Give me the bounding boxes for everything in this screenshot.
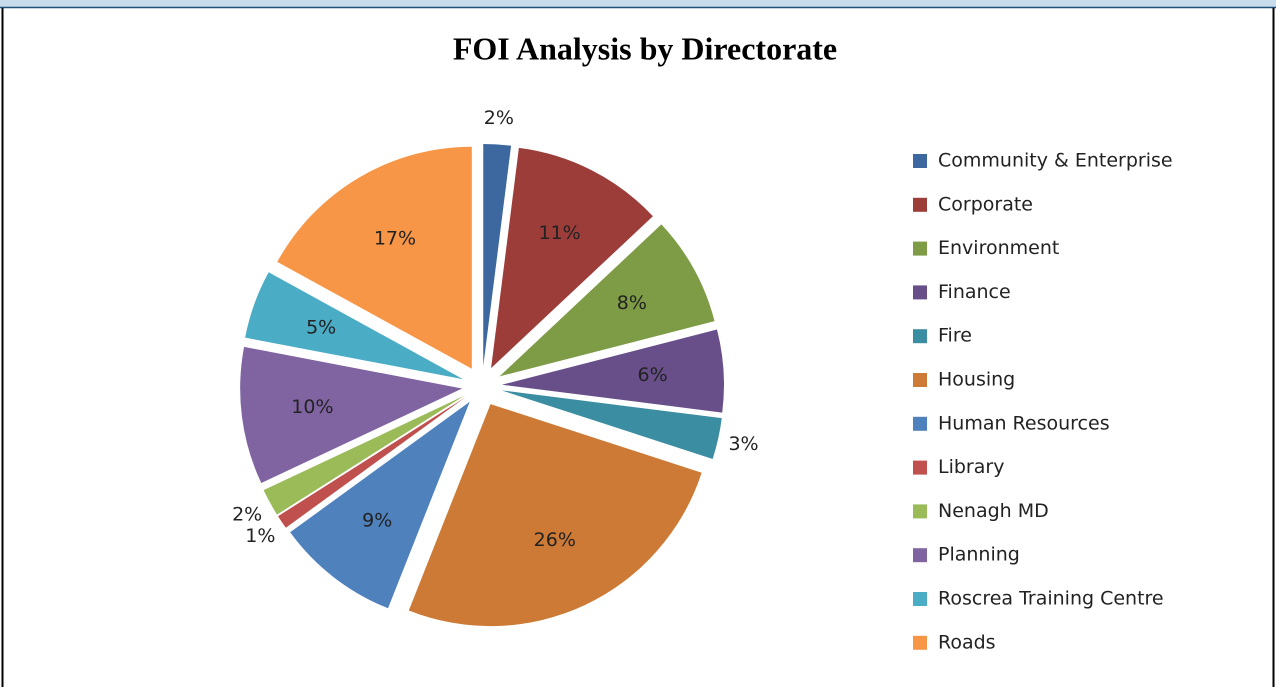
data-label: 11% <box>538 222 580 244</box>
legend-swatch <box>913 416 927 431</box>
legend-swatch <box>913 592 927 606</box>
legend-label: Fire <box>938 325 972 347</box>
pie-slice <box>290 401 470 609</box>
pie-slice <box>245 272 464 380</box>
legend-label: Community & Enterprise <box>938 150 1173 172</box>
data-label: 8% <box>617 292 647 314</box>
legend-swatch <box>913 154 927 168</box>
legend-label: Finance <box>938 281 1011 303</box>
pie-slice <box>501 390 722 459</box>
legend-swatch <box>913 241 927 256</box>
legend-swatch <box>913 285 927 300</box>
data-label: 6% <box>638 364 668 386</box>
top-band <box>0 0 1276 7</box>
data-label: 1% <box>245 525 275 547</box>
pie-slice <box>408 404 702 627</box>
legend-swatch <box>913 548 927 563</box>
legend-label: Environment <box>938 237 1059 259</box>
legend-label: Roscrea Training Centre <box>938 588 1164 610</box>
pie-slice <box>277 146 472 369</box>
data-label: 2% <box>484 107 514 129</box>
pie-slice <box>499 224 715 377</box>
data-label: 2% <box>232 504 262 526</box>
legend-swatch <box>913 460 927 475</box>
legend-label: Library <box>938 456 1004 478</box>
data-label: 9% <box>362 510 392 532</box>
data-label: 3% <box>728 433 758 455</box>
pie-slice <box>240 346 463 484</box>
pie-slice <box>491 147 653 369</box>
data-label: 10% <box>291 396 333 418</box>
legend-swatch <box>913 329 927 344</box>
legend-swatch <box>913 197 927 212</box>
pie-slice <box>263 395 465 515</box>
legend-swatch <box>913 635 927 650</box>
legend-label: Planning <box>938 544 1020 566</box>
data-label: 5% <box>306 317 336 339</box>
legend-swatch <box>913 373 927 387</box>
legend-label: Nenagh MD <box>938 500 1049 522</box>
pie-slice <box>278 397 466 528</box>
data-label: 26% <box>534 529 576 551</box>
legend-swatch <box>913 504 927 519</box>
legend-label: Roads <box>938 631 996 653</box>
legend-label: Human Resources <box>938 412 1110 434</box>
data-label: 17% <box>374 227 416 249</box>
chart-title: FOI Analysis by Directorate <box>453 30 837 66</box>
pie-slice <box>483 144 512 367</box>
pie-slice <box>501 329 724 413</box>
legend-label: Housing <box>938 369 1015 391</box>
legend-label: Corporate <box>938 193 1033 215</box>
